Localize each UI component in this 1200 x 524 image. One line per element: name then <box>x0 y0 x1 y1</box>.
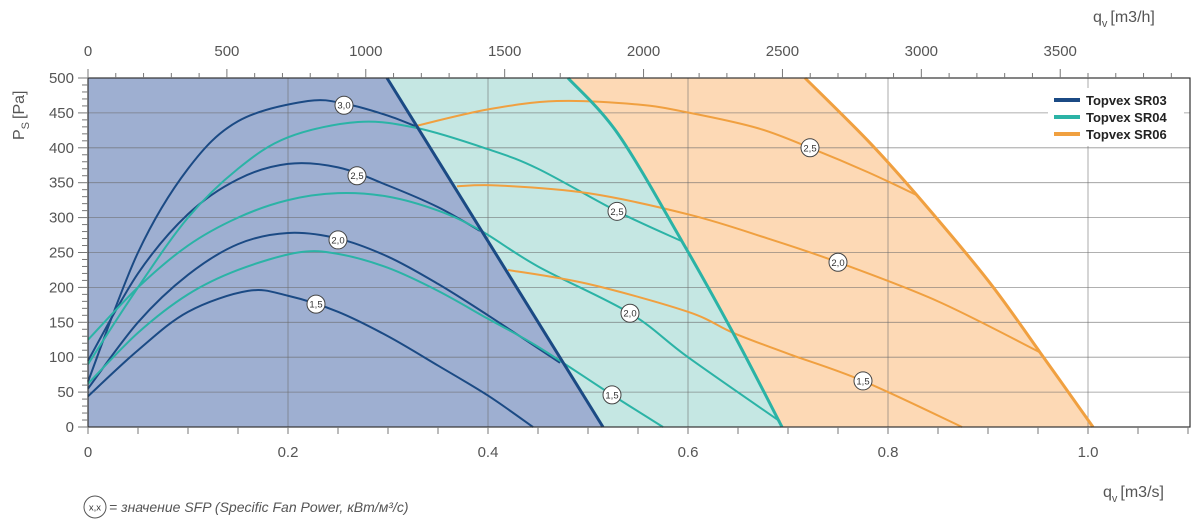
sfp-label: 3,0 <box>334 95 354 115</box>
sfp-curve <box>87 99 418 382</box>
sfp-label-circle <box>347 166 367 186</box>
x-top-tick-label: 500 <box>214 43 239 60</box>
footnote-text: = значение SFP (Specific Fan Power, кВт/… <box>109 499 409 515</box>
y-tick-label: 300 <box>49 210 74 227</box>
x-top-tick-label: 2500 <box>766 43 799 60</box>
sfp-curve <box>87 162 481 362</box>
top-axis-title: qv [m3/h] <box>1093 9 1155 30</box>
sfp-labels: 3,0 2,5 2,0 1,5 2,5 2,0 1,5 2,5 2,0 1,5 <box>306 95 873 405</box>
sfp-label: 2,0 <box>620 303 640 323</box>
sfp-label-circle <box>328 230 348 250</box>
bottom-axis-title: qv [m3/s] <box>1103 484 1164 505</box>
sfp-curve <box>87 250 664 428</box>
sfp-label-circle <box>602 385 622 405</box>
sfp-symbol-circle <box>83 495 107 519</box>
x-bottom-tick-label: 0.6 <box>678 444 699 461</box>
y-tick-label: 100 <box>49 349 74 366</box>
sfp-label: 2,0 <box>828 252 848 272</box>
sfp-label-text: 2,0 <box>623 309 636 320</box>
sfp-symbol-text: x,x <box>89 503 101 514</box>
sfp-label: 2,5 <box>347 166 367 186</box>
max-boundary-curves <box>385 76 1095 428</box>
sfp-curve <box>87 120 683 365</box>
legend-label: Topvex SR04 <box>1086 110 1167 125</box>
sfp-label-circle <box>800 138 820 158</box>
y-axis-title: PS[Pa] <box>11 91 32 140</box>
sfp-label-text: 2,5 <box>350 171 363 182</box>
y-tick-label: 150 <box>49 314 74 331</box>
sfp-label-text: 2,0 <box>831 258 844 269</box>
sfp-label: 2,0 <box>328 230 348 250</box>
sfp-label-text: 3,0 <box>337 101 350 112</box>
sfp-label: 1,5 <box>306 294 326 314</box>
x-bottom-tick-label: 0 <box>84 444 92 461</box>
sfp-curve <box>87 231 561 390</box>
legend: Topvex SR03 Topvex SR04 Topvex SR06 <box>1048 88 1184 146</box>
legend-label: Topvex SR06 <box>1086 127 1167 142</box>
y-tick-label: 450 <box>49 105 74 122</box>
sfp-label-text: 2,0 <box>331 235 344 246</box>
boundary-curve <box>803 76 1095 428</box>
sfp-label-circle <box>828 252 848 272</box>
sfp-label: 2,5 <box>800 138 820 158</box>
y-tick-label: 350 <box>49 175 74 192</box>
x-top-tick-label: 3000 <box>905 43 938 60</box>
sfp-curve <box>414 99 918 197</box>
sfp-label-text: 2,5 <box>610 207 623 218</box>
sfp-label-circle <box>620 303 640 323</box>
y-tick-label: 400 <box>49 140 74 157</box>
y-tick-label: 250 <box>49 245 74 262</box>
boundary-curve <box>385 77 605 428</box>
sfp-label-text: 1,5 <box>605 390 618 401</box>
axes: 0 50 100 150 200 250 300 350 400 450 500 0 0.2 0.4 0.6… <box>49 43 1191 461</box>
x-bottom-tick-label: 0.8 <box>878 444 899 461</box>
x-bottom-tick-label: 1.0 <box>1078 444 1099 461</box>
x-top-tick-label: 3500 <box>1044 43 1077 60</box>
sfp-curve <box>87 289 534 428</box>
sfp-label-circle <box>334 95 354 115</box>
x-top-tick-label: 1000 <box>349 43 382 60</box>
y-tick-label: 50 <box>57 384 74 401</box>
x-bottom-tick-label: 0.2 <box>278 444 299 461</box>
sfp-label-circle <box>607 201 627 221</box>
legend-label: Topvex SR03 <box>1086 93 1167 108</box>
sfp-label-text: 1,5 <box>856 376 869 387</box>
sfp-label-circle <box>853 371 873 391</box>
sfp-curve <box>456 184 1041 354</box>
sfp-label-circle <box>306 294 326 314</box>
x-top-tick-label: 1500 <box>488 43 521 60</box>
boundary-curve <box>566 76 784 428</box>
y-tick-label: 200 <box>49 279 74 296</box>
y-tick-label: 500 <box>49 70 74 87</box>
y-tick-label: 0 <box>66 419 74 436</box>
x-top-tick-label: 2000 <box>627 43 660 60</box>
sfp-label: 1,5 <box>853 371 873 391</box>
x-top-tick-label: 0 <box>84 43 92 60</box>
sfp-curve <box>87 192 781 423</box>
sfp-curves <box>87 99 1041 428</box>
sfp-label: 2,5 <box>607 201 627 221</box>
x-bottom-tick-label: 0.4 <box>478 444 499 461</box>
sfp-label-text: 1,5 <box>309 300 322 311</box>
sfp-label: 1,5 <box>602 385 622 405</box>
sfp-label-text: 2,5 <box>803 143 816 154</box>
footnote: x,x = значение SFP (Specific Fan Power, … <box>83 495 409 519</box>
